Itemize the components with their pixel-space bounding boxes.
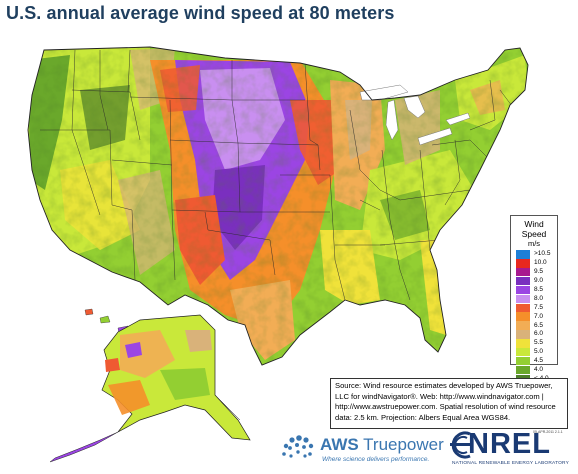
legend-swatch	[516, 339, 530, 348]
conus-wind-regions	[28, 47, 528, 365]
legend-swatch	[516, 285, 530, 295]
source-note: Source: Wind resource estimates develope…	[330, 378, 568, 429]
aws-tagline: Where science delivers performance.	[322, 456, 430, 463]
legend-row: 9.0	[511, 276, 557, 286]
legend-label: 6.5	[534, 321, 544, 329]
conus-outline	[27, 46, 529, 366]
legend-title: Wind Speed	[521, 219, 547, 239]
legend-swatch	[516, 365, 530, 375]
legend-label: 4.0	[534, 366, 544, 374]
legend-label: 5.0	[534, 348, 544, 356]
legend-swatch	[516, 356, 530, 366]
legend-label: >10.5	[534, 250, 551, 258]
legend-row: 10.0	[511, 259, 557, 268]
nrel-subtitle: NATIONAL RENEWABLE ENERGY LABORATORY	[452, 461, 570, 466]
legend-row: 9.5	[511, 268, 557, 277]
legend-row: 6.0	[511, 330, 557, 339]
legend-row: 5.0	[511, 348, 557, 357]
legend-row: 4.0	[511, 365, 557, 375]
nrel-logo: NREL NATIONAL RENEWABLE ENERGY LABORATOR…	[450, 428, 575, 472]
nrel-globe-icon	[450, 431, 472, 459]
legend-swatch	[516, 321, 530, 330]
great-lakes	[359, 84, 471, 146]
legend-row: 7.5	[511, 303, 557, 312]
legend-row: >10.5	[511, 250, 557, 259]
legend-row: 6.5	[511, 321, 557, 330]
legend-unit: m/s	[527, 239, 541, 248]
legend-label: 6.0	[534, 330, 544, 338]
legend-row: 5.5	[511, 339, 557, 348]
legend-row: 7.0	[511, 312, 557, 321]
legend-swatch	[516, 276, 530, 286]
legend-swatch	[516, 250, 530, 259]
legend-rows: >10.5 10.0 9.5 9.0 8.5 8.0 7.5 7.0 6.5 6.0 5.5 5.0 4…	[511, 250, 557, 384]
legend-label: 7.0	[534, 312, 544, 320]
map-title: U.S. annual average wind speed at 80 met…	[6, 3, 395, 23]
legend-swatch	[516, 303, 530, 312]
wind-speed-legend: Wind Speed m/s >10.5 10.0 9.5 9.0 8.5 8.0 7.5 7…	[510, 215, 558, 384]
date-code: 05-APR-2011 2.1.1	[533, 430, 563, 434]
legend-swatch	[516, 294, 530, 304]
aws-truepower-logo: AWS Truepower Where science delivers per…	[280, 432, 445, 470]
legend-label: 8.0	[534, 294, 544, 302]
legend-label: 7.5	[534, 303, 544, 311]
legend-label: 5.5	[534, 339, 544, 347]
legend-label: 9.0	[534, 277, 544, 285]
legend-row: 8.0	[511, 294, 557, 304]
aws-name: AWS Truepower	[320, 435, 444, 454]
legend-row: 4.5	[511, 356, 557, 366]
legend-swatch	[516, 348, 530, 357]
legend-label: 9.5	[534, 268, 544, 276]
legend-swatch	[516, 259, 530, 268]
alaska	[49, 314, 251, 463]
aws-sun-icon	[282, 435, 314, 458]
legend-swatch	[516, 312, 530, 321]
nrel-name: NREL	[468, 428, 551, 460]
legend-label: 8.5	[534, 286, 544, 293]
legend-swatch	[516, 330, 530, 339]
legend-swatch	[516, 268, 530, 277]
legend-label: 10.0	[534, 259, 547, 267]
legend-row: 8.5	[511, 285, 557, 295]
legend-label: 4.5	[534, 357, 544, 365]
